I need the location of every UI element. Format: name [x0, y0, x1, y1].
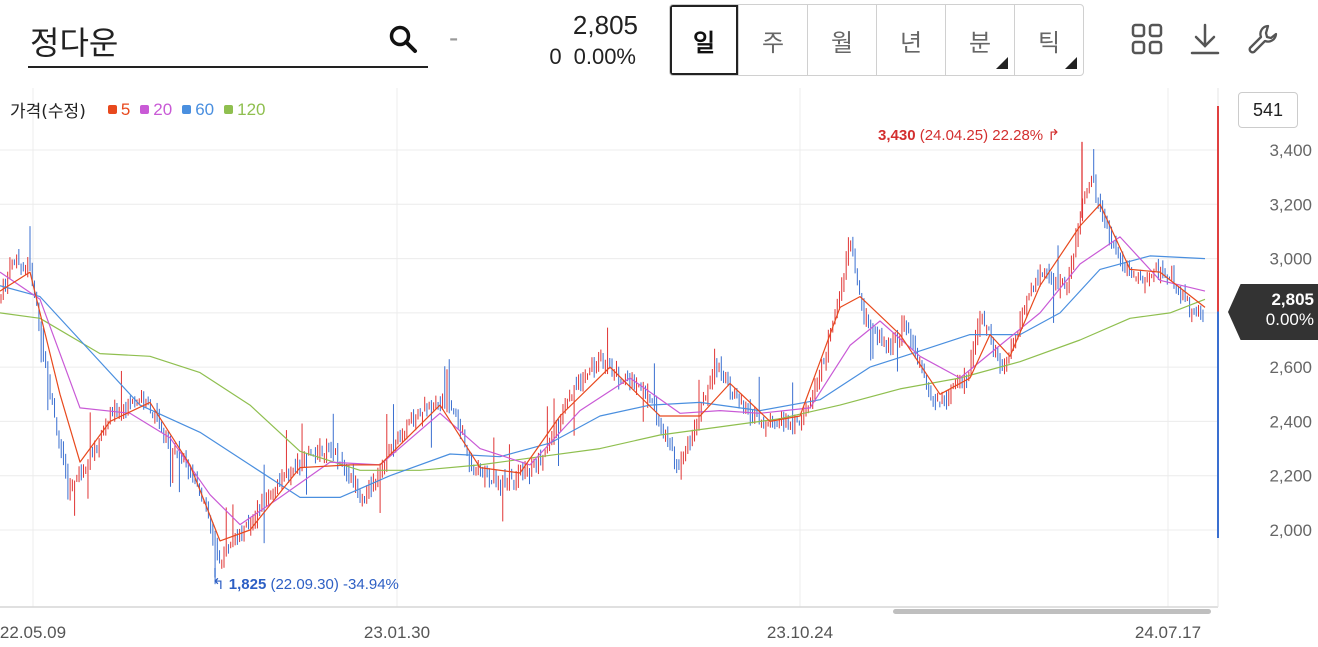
legend-ma120-label: 120 [237, 99, 266, 119]
period-tabs: 일 주 월 년 분 틱 [669, 4, 1084, 76]
tab-day[interactable]: 일 [670, 5, 738, 75]
y-tick-label: 2,400 [1269, 412, 1312, 431]
menu-corner-icon [996, 57, 1008, 69]
ma120-line [0, 298, 1206, 471]
change-value: 0 [549, 44, 562, 69]
chart-legend: 가격(수정) 5 20 60 120 [10, 97, 266, 123]
tab-week[interactable]: 주 [738, 5, 807, 75]
change-percent: 0.00% [573, 44, 636, 69]
legend-ma60-label: 60 [195, 99, 215, 119]
low-value: 1,825 [228, 576, 267, 593]
high-annotation: 3,430 (24.04.25) 22.28% ↱ [878, 126, 1060, 144]
ma20-line [0, 236, 1206, 526]
stock-name[interactable]: 정다운 [30, 24, 119, 62]
y-tick-label: 3,200 [1269, 195, 1312, 214]
x-tick-label: 23.01.30 [364, 623, 430, 642]
y-tick-label: 2,600 [1269, 358, 1312, 377]
y-tick-label: 3,400 [1269, 141, 1312, 160]
tag-change: 0.00% [1265, 310, 1314, 329]
high-arrow-icon: ↱ [1047, 127, 1060, 144]
legend-swatch [140, 105, 150, 114]
high-value: 3,430 [878, 127, 916, 144]
tab-minute[interactable]: 분 [945, 5, 1014, 75]
tab-month-label: 월 [830, 28, 854, 57]
legend-ma20-label: 20 [153, 99, 173, 119]
legend-ma120[interactable]: 120 [224, 99, 266, 120]
current-price: 2,805 [572, 10, 638, 40]
tab-minute-label: 분 [968, 28, 992, 57]
candle-count-badge[interactable]: 541 [1238, 92, 1298, 128]
x-tick-label: 24.07.17 [1135, 623, 1201, 642]
y-tick-label: 2,000 [1269, 521, 1312, 540]
y-tick-label: 3,000 [1269, 250, 1312, 269]
low-arrow-icon: ↰ [212, 576, 225, 593]
chart-scrollbar[interactable] [893, 609, 1211, 614]
high-detail: (24.04.25) 22.28% [919, 127, 1044, 144]
legend-swatch [107, 105, 117, 114]
tab-year-label: 년 [899, 28, 923, 57]
legend-ma60[interactable]: 60 [182, 100, 214, 120]
search-box[interactable]: 정다운 [28, 12, 428, 68]
legend-swatch [224, 105, 234, 114]
y-tick-label: 2,200 [1269, 467, 1312, 486]
price-chart[interactable]: 2,0002,2002,4002,6002,8003,0003,2003,400… [0, 88, 1318, 647]
tab-tick[interactable]: 틱 [1014, 5, 1083, 75]
wrench-icon[interactable] [1246, 22, 1280, 56]
menu-corner-icon [1065, 57, 1077, 69]
download-icon[interactable] [1188, 22, 1222, 56]
x-tick-label: 23.10.24 [767, 623, 833, 642]
tab-tick-label: 틱 [1037, 28, 1061, 57]
legend-price-label: 가격(수정) [10, 102, 86, 122]
tab-week-label: 주 [761, 28, 785, 57]
legend-ma5-label: 5 [120, 99, 131, 119]
ma60-line [0, 255, 1206, 498]
legend-swatch [182, 105, 192, 114]
search-icon[interactable] [388, 24, 418, 54]
tag-price: 2,805 [1271, 290, 1314, 309]
tab-month[interactable]: 월 [807, 5, 876, 75]
tab-year[interactable]: 년 [876, 5, 945, 75]
toolbar: 정다운 - 2,805 0 0.00% 일 주 월 년 분 틱 [0, 0, 1318, 88]
price-change: 0 0.00% [537, 44, 636, 70]
x-tick-label: 22.05.09 [0, 623, 66, 642]
ma5-line [0, 203, 1206, 542]
legend-ma5[interactable]: 5 [107, 99, 131, 120]
grid-icon[interactable] [1130, 22, 1164, 56]
current-price-tag: 2,805 0.00% [1228, 284, 1318, 340]
low-annotation: ↰ 1,825 (22.09.30) -34.94% [212, 575, 399, 593]
change-dash: - [449, 22, 459, 53]
low-detail: (22.09.30) -34.94% [270, 576, 399, 593]
tab-day-label: 일 [692, 28, 716, 57]
legend-ma20[interactable]: 20 [140, 100, 172, 120]
